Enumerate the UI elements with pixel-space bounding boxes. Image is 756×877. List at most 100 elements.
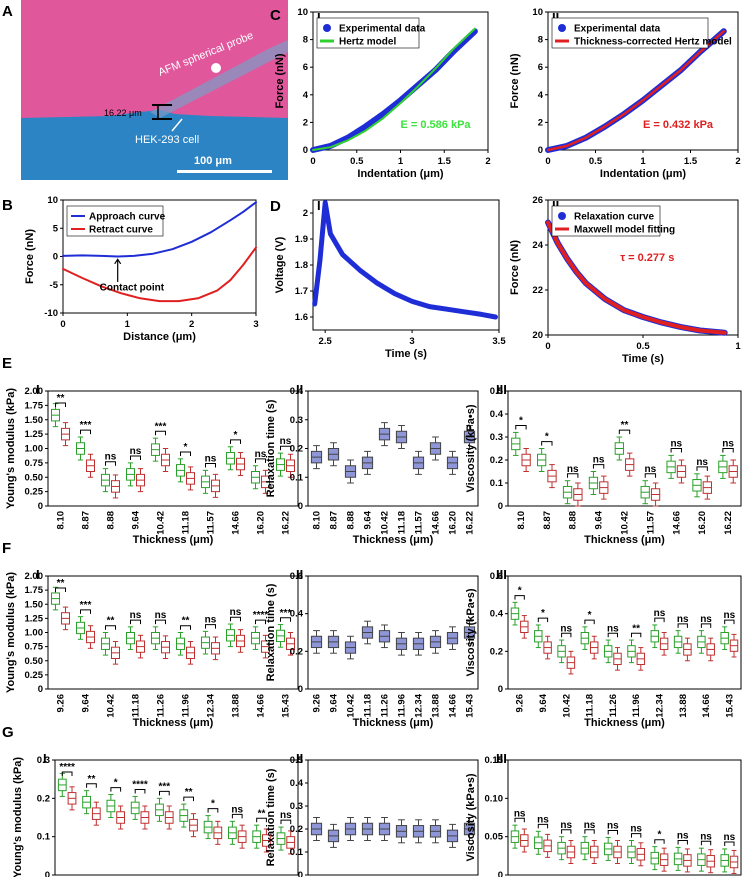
chart-e-i-ytick-label: 1.00: [25, 444, 44, 455]
chart-f-i-ytick-label: 0.50: [25, 656, 44, 667]
chart-e-iii-ytick-label: 0.2: [490, 455, 503, 466]
chart-g-ii-plot-frame: [307, 759, 479, 876]
chart-f-ii-category-label: 11.26: [380, 694, 391, 717]
chart-e-iii-x-axis-title: Thickness (μm): [584, 534, 665, 546]
chart-f-iii-category-label: 11.18: [585, 694, 596, 717]
chart-f-iii-significance-label: *: [588, 610, 592, 621]
chart-g-i-significance-label: *: [211, 799, 215, 810]
chart-e-ii-roman-label: II: [296, 382, 303, 397]
chart-g-i-y-axis-title: Young's modulus (kPa): [12, 757, 24, 877]
chart-f-i-category-label: 9.64: [81, 693, 92, 712]
chart-f-i-significance-bracket: [230, 616, 241, 622]
panel-label-e: E: [2, 355, 12, 372]
chart-e-iii-category-label: 8.88: [568, 511, 579, 530]
chart-d-ii-xtick-label: 0: [545, 341, 550, 352]
chart-g-iii-significance-bracket: [584, 829, 595, 834]
chart-f-ii-ytick-label: 0.6: [290, 571, 303, 582]
chart-e-iii-significance-bracket: [618, 429, 631, 435]
chart-g-iii-significance-label: ns: [700, 831, 712, 842]
chart-f-i-category-label: 13.88: [231, 694, 242, 718]
chart-f-i-x-axis-title: Thickness (μm): [133, 717, 214, 729]
chart-f-i-category-label: 12.34: [206, 693, 217, 717]
chart-d-ii-ytick-label: 26: [532, 195, 543, 206]
chart-g-i-significance-bracket: [280, 819, 292, 825]
chart-g-i-ytick-label: 0: [45, 870, 50, 877]
panel-label-d: D: [270, 198, 281, 215]
chart-g-iii-significance-label: ns: [724, 832, 736, 843]
chart-e-i-x-axis-title: Thickness (μm): [133, 534, 214, 546]
chart-e-iii-significance-bracket: [515, 425, 527, 430]
chart-c-i-legend-label: Hertz model: [339, 37, 396, 48]
chart-g-iii-significance-bracket: [630, 833, 642, 838]
chart-e-iii-plot-frame: [507, 390, 742, 507]
chart-f-ii-roman-label: II: [296, 567, 303, 582]
chart-c-ii-xtick-label: 0.5: [589, 156, 603, 167]
chart-g-i-significance-label: ****: [59, 762, 75, 773]
chart-f-iii-category-label: 12.34: [654, 693, 665, 717]
chart-f-ii-category-label: 10.42: [346, 694, 357, 718]
chart-d-i-xtick-label: 3: [409, 336, 414, 347]
chart-f-i-plot-frame: [47, 575, 299, 690]
chart-g-i-ytick-label: 0.3: [37, 755, 50, 766]
chart-e-i-ytick-label: 1.50: [25, 415, 44, 426]
chart-d-ii-series-maxwell-model-fitting: [546, 220, 727, 335]
chart-c-i-series-hertz-model: [312, 27, 476, 151]
chart-f-ii-category-label: 14.66: [448, 694, 459, 718]
chart-g-ii-ytick-label: 0.2: [290, 824, 303, 835]
chart-d-ii-legend-swatch: [558, 212, 566, 220]
chart-e-i-significance-label: ns: [280, 436, 292, 447]
chart-b-x-axis-title: Distance (μm): [123, 331, 196, 343]
chart-g-i-significance-bracket: [110, 787, 122, 792]
chart-c-ii-roman-label: II: [552, 10, 559, 25]
chart-g-ii-ytick-label: 0.5: [290, 755, 304, 766]
chart-c-ii-legend-label: Thickness-corrected Hertz model: [574, 37, 732, 48]
chart-g-i-significance-bracket: [86, 783, 97, 788]
chart-c-ii-annotation: E = 0.432 kPa: [643, 119, 714, 131]
chart-f-ii-category-label: 13.88: [431, 694, 442, 718]
chart-g-iii-plot-frame: [507, 759, 742, 876]
chart-c-i-roman-label: I: [317, 10, 321, 25]
chart-g-iii-significance-bracket: [561, 829, 572, 834]
chart-g-iii-significance-bracket: [654, 839, 665, 844]
chart-e-iii-significance-bracket: [567, 473, 579, 478]
chart-c-ii-ytick-label: 6: [538, 62, 543, 73]
chart-c-i-xtick-label: 2: [485, 156, 490, 167]
chart-g-iii-ytick-label: 0.10: [485, 793, 504, 804]
chart-b-annotation: Contact point: [100, 282, 165, 293]
chart-f-iii-significance-bracket: [537, 617, 549, 623]
chart-f-i-significance-label: ns: [205, 615, 217, 626]
chart-f-iii-significance-bracket: [630, 632, 642, 638]
chart-f-iii-y-axis-title: Viscosity (kPa•s): [465, 588, 477, 676]
chart-e-iii-category-label: 8.10: [516, 511, 527, 530]
chart-b-ytick-label: -5: [50, 280, 59, 291]
chart-e-i-significance-bracket: [80, 429, 91, 435]
panel-label-a: A: [2, 3, 13, 20]
chart-c-ii-x-axis-title: Indentation (μm): [600, 168, 687, 180]
chart-g-iii-significance-label: ns: [607, 821, 619, 832]
chart-f-i-significance-label: ***: [80, 600, 92, 611]
chart-f-iii-significance-bracket: [700, 623, 712, 628]
chart-e-iii-significance-label: *: [519, 416, 523, 427]
chart-f-iii-category-label: 9.26: [515, 694, 526, 713]
chart-g-i-significance-label: **: [258, 808, 266, 819]
chart-e-i-y-axis-title: Young's modulus (kPa): [5, 388, 17, 509]
chart-e-i-significance-label: *: [184, 442, 188, 453]
chart-c-i-legend-box: [316, 17, 420, 49]
chart-d-ii-annotation: τ = 0.277 s: [620, 252, 674, 264]
chart-g-iii-significance-label: ns: [584, 820, 596, 831]
chart-f-iii-significance-bracket: [677, 623, 688, 628]
chart-f-iii-category-label: 11.96: [631, 694, 642, 717]
chart-f-ii-category-label: 9.26: [312, 694, 323, 713]
chart-f-ii-y-axis-title: Relaxation time (s): [265, 583, 277, 681]
chart-d-ii-legend-box: [551, 205, 661, 237]
chart-g-i-significance-label: **: [88, 774, 96, 785]
chart-f-ii-category-label: 9.64: [329, 693, 340, 712]
chart-e-i-category-label: 16.22: [281, 511, 292, 535]
chart-f-i-significance-label: ****: [253, 610, 269, 621]
chart-g-iii-roman-label: III: [496, 751, 507, 766]
chart-f-iii-significance-bracket: [607, 632, 619, 638]
chart-e-ii-category-label: 16.20: [448, 511, 459, 535]
chart-b-ytick-label: -10: [44, 308, 58, 319]
